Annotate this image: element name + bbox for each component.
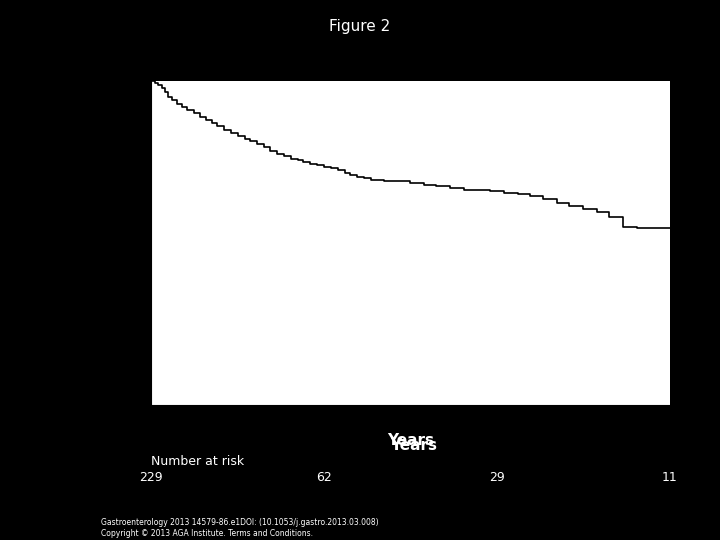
Text: 29: 29 [489, 471, 505, 484]
Text: Years: Years [390, 438, 438, 453]
Text: 62: 62 [316, 471, 332, 484]
Y-axis label: Survival free of recurrence (percent): Survival free of recurrence (percent) [99, 129, 112, 357]
X-axis label: Years: Years [387, 433, 434, 448]
Text: Figure 2: Figure 2 [329, 19, 391, 34]
Text: Number at risk: Number at risk [151, 455, 244, 468]
Text: 229: 229 [140, 471, 163, 484]
Text: Gastroenterology 2013 14579-86.e1DOI: (10.1053/j.gastro.2013.03.008)
Copyright ©: Gastroenterology 2013 14579-86.e1DOI: (1… [101, 518, 379, 538]
Text: 11: 11 [662, 471, 678, 484]
